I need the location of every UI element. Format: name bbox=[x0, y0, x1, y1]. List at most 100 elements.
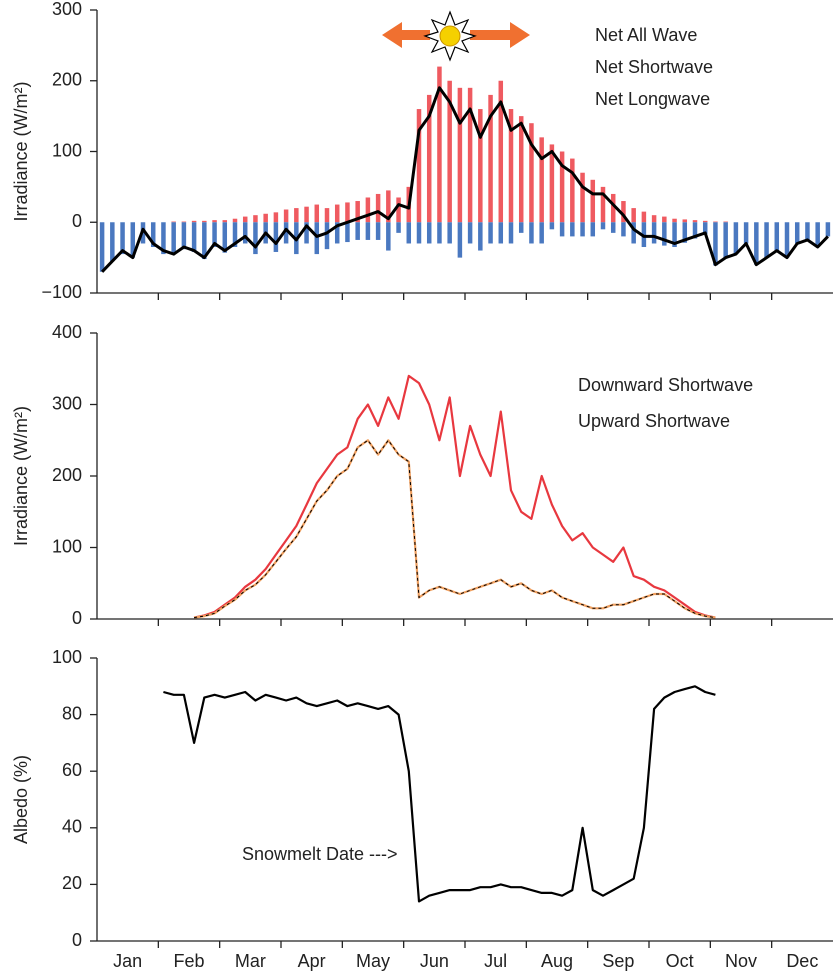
bar bbox=[416, 109, 422, 223]
line bbox=[193, 439, 716, 619]
legend-label: Downward Shortwave bbox=[578, 375, 753, 395]
bar bbox=[662, 222, 667, 246]
line bbox=[101, 86, 829, 273]
sun-icon bbox=[382, 10, 530, 62]
arrow-right bbox=[470, 22, 530, 48]
y-tick-label: 200 bbox=[52, 465, 82, 485]
bar bbox=[539, 222, 544, 244]
bar bbox=[580, 222, 585, 237]
y-tick-label: 0 bbox=[72, 930, 82, 950]
y-tick-label: 40 bbox=[62, 817, 82, 837]
bar bbox=[600, 222, 606, 230]
arrow-left bbox=[382, 22, 430, 48]
bar bbox=[232, 222, 238, 248]
bar bbox=[559, 151, 565, 223]
bar bbox=[518, 222, 524, 233]
bar bbox=[631, 222, 636, 244]
bar bbox=[672, 222, 677, 248]
bar bbox=[764, 222, 769, 258]
bar bbox=[570, 158, 575, 223]
bar bbox=[375, 222, 381, 240]
bar bbox=[488, 222, 493, 244]
bar bbox=[253, 222, 258, 255]
line bbox=[163, 685, 716, 903]
sun bbox=[439, 25, 461, 47]
y-tick-label: 20 bbox=[62, 873, 82, 893]
bar bbox=[212, 222, 217, 248]
bar bbox=[754, 222, 759, 265]
bar bbox=[99, 222, 105, 272]
bar bbox=[365, 222, 371, 240]
bar bbox=[570, 222, 575, 237]
bar bbox=[334, 204, 340, 223]
bar bbox=[508, 222, 514, 244]
x-tick-label: Feb bbox=[173, 951, 204, 971]
bar bbox=[580, 172, 585, 223]
bar bbox=[733, 222, 739, 255]
bar bbox=[447, 222, 452, 244]
x-tick-label: Jun bbox=[420, 951, 449, 971]
y-tick-label: 100 bbox=[52, 536, 82, 556]
y-tick-label: 200 bbox=[52, 70, 82, 90]
bar bbox=[365, 197, 371, 223]
bar bbox=[324, 208, 330, 223]
bar bbox=[202, 220, 207, 223]
bar bbox=[672, 218, 677, 223]
bar bbox=[467, 87, 473, 223]
bar bbox=[355, 222, 360, 240]
x-tick-label: Nov bbox=[725, 951, 757, 971]
x-tick-label: Jul bbox=[484, 951, 507, 971]
bar bbox=[406, 222, 412, 244]
x-tick-label: May bbox=[356, 951, 390, 971]
y-axis-title: Irradiance (W/m²) bbox=[11, 406, 31, 546]
bar bbox=[437, 66, 442, 223]
bar bbox=[161, 222, 166, 255]
bar bbox=[488, 94, 493, 223]
bar bbox=[825, 222, 831, 237]
bar bbox=[283, 209, 289, 223]
x-tick-label: Aug bbox=[541, 951, 573, 971]
bar bbox=[171, 222, 176, 255]
line bbox=[193, 374, 716, 619]
bar bbox=[263, 213, 268, 223]
bar bbox=[222, 220, 228, 223]
bar bbox=[518, 116, 524, 223]
bar bbox=[590, 222, 596, 237]
bar bbox=[334, 222, 340, 244]
bar bbox=[559, 222, 565, 237]
y-tick-label: 80 bbox=[62, 703, 82, 723]
bar bbox=[549, 144, 555, 223]
bar bbox=[396, 197, 401, 223]
y-tick-label: 60 bbox=[62, 760, 82, 780]
bar bbox=[508, 109, 514, 223]
bar bbox=[621, 201, 626, 223]
bar bbox=[498, 80, 504, 223]
bar bbox=[713, 221, 718, 223]
bar bbox=[610, 193, 616, 223]
y-tick-label: 100 bbox=[52, 140, 82, 160]
bar bbox=[294, 208, 299, 223]
bar bbox=[130, 222, 136, 258]
bar bbox=[191, 220, 197, 223]
bar bbox=[794, 222, 800, 244]
bar bbox=[324, 222, 330, 250]
bar bbox=[386, 222, 391, 251]
y-tick-label: 300 bbox=[52, 0, 82, 19]
legend-label: Upward Shortwave bbox=[578, 411, 730, 431]
bar bbox=[120, 222, 125, 255]
y-tick-label: 0 bbox=[72, 608, 82, 628]
bar bbox=[651, 215, 657, 223]
bar bbox=[478, 109, 483, 223]
bar bbox=[283, 222, 289, 244]
bar bbox=[529, 123, 534, 223]
bar bbox=[692, 222, 698, 239]
bar bbox=[662, 216, 667, 223]
bar bbox=[457, 87, 463, 223]
bar bbox=[641, 211, 647, 223]
x-tick-label: Sep bbox=[602, 951, 634, 971]
bar bbox=[202, 222, 207, 260]
bar bbox=[386, 190, 391, 223]
bar bbox=[273, 222, 279, 252]
bar bbox=[682, 219, 688, 223]
